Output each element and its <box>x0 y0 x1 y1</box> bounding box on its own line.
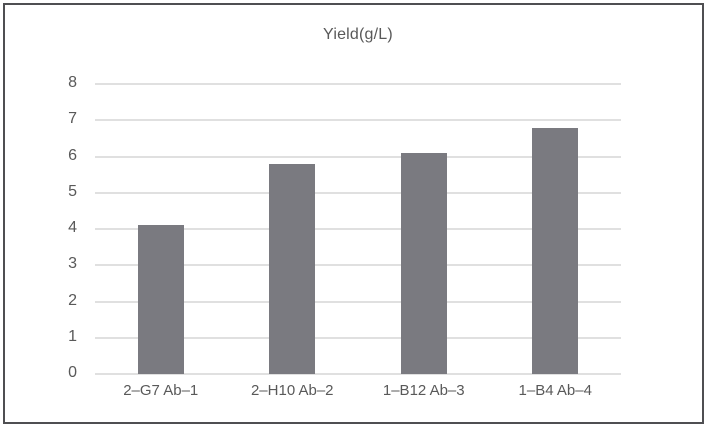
gridline-y-3 <box>95 264 621 267</box>
y-axis-label-7: 7 <box>68 110 77 128</box>
bar-2 <box>269 163 316 374</box>
gridline-y-5 <box>95 191 621 194</box>
gridline-y-2 <box>95 300 621 303</box>
gridline-y-8 <box>95 83 621 85</box>
chart-border <box>3 3 704 424</box>
x-axis-label-4: 1–B4 Ab–4 <box>518 382 592 399</box>
y-axis-label-2: 2 <box>68 291 77 309</box>
gridline-y-7 <box>95 119 621 122</box>
bar-4 <box>532 127 579 374</box>
x-axis-label-2: 2–H10 Ab–2 <box>250 382 334 399</box>
y-axis-label-1: 1 <box>68 327 77 345</box>
x-axis-label-3: 1–B12 Ab–3 <box>382 382 465 399</box>
gridline-y-4 <box>95 228 621 230</box>
y-axis-label-3: 3 <box>68 255 77 273</box>
gridline-y-6 <box>95 155 621 158</box>
y-axis-label-0: 0 <box>68 364 77 381</box>
plot-area <box>95 83 621 375</box>
bar-1 <box>137 225 184 374</box>
y-axis-label-4: 4 <box>68 219 77 236</box>
x-axis-label-1: 2–G7 Ab–1 <box>123 382 199 399</box>
y-axis-label-8: 8 <box>68 74 77 91</box>
gridline-y-1 <box>95 336 621 339</box>
y-axis-label-6: 6 <box>68 146 77 164</box>
y-axis-label-5: 5 <box>68 182 77 200</box>
gridline-y-0 <box>95 373 621 375</box>
chart-title: Yield(g/L) <box>323 26 393 43</box>
bar-3 <box>400 152 447 374</box>
